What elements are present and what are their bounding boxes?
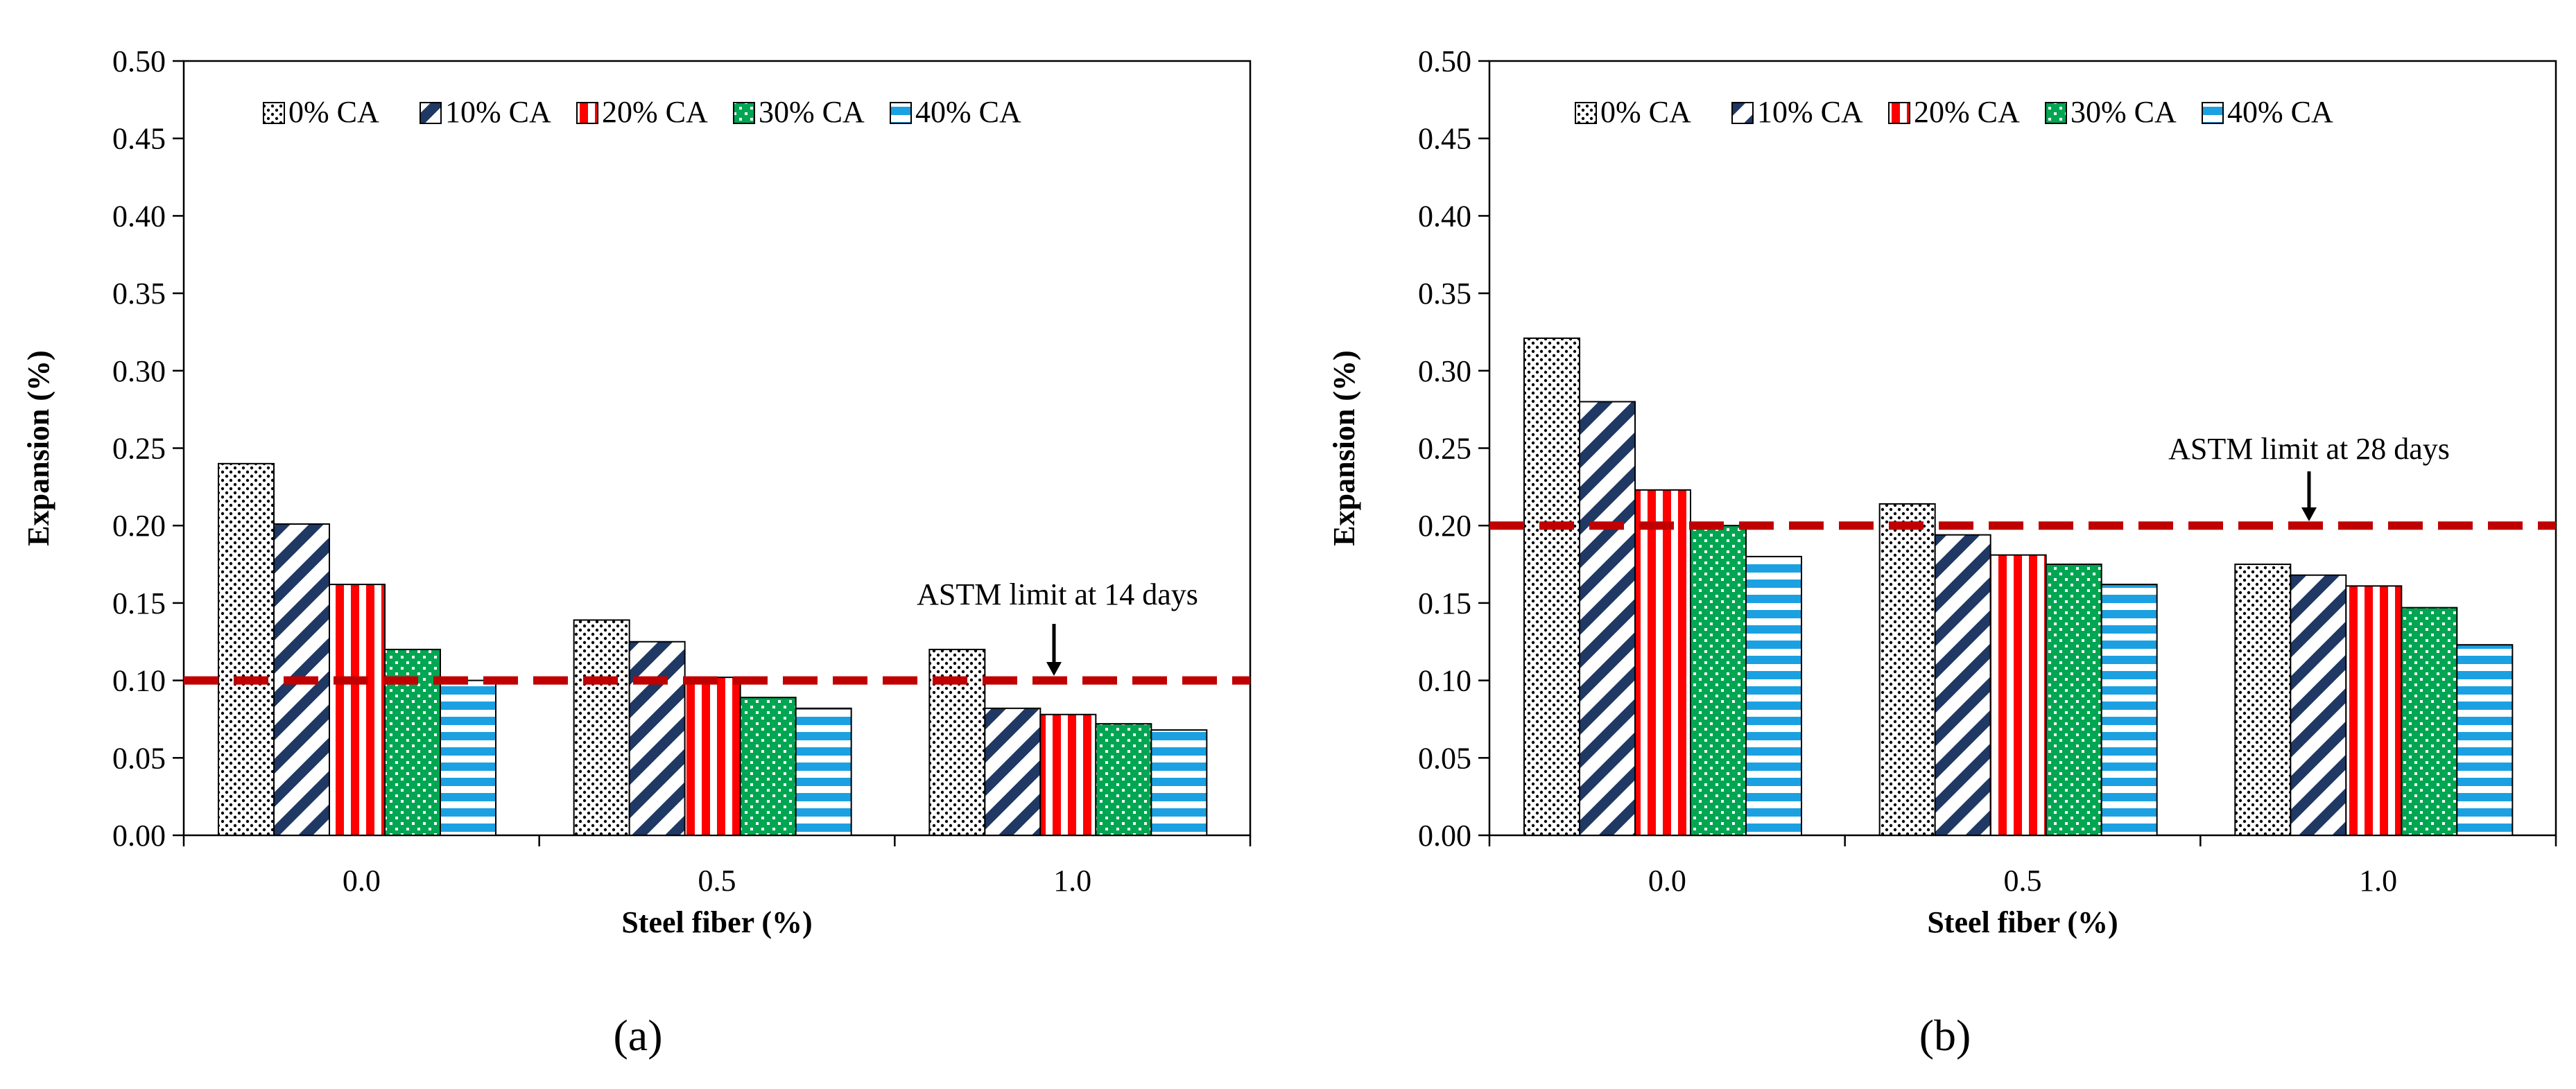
- bar-10pct-ca-0.0: [273, 523, 330, 836]
- arrow-head-icon: [2301, 507, 2317, 521]
- chart-a: 0.00 0.05 0.10 0.15 0.20 0.25 0.30 0.35 0.40 0.45…: [21, 44, 1252, 1060]
- y-tick-label: 0.25: [112, 432, 166, 466]
- legend-swatch-diagonal-stripes-icon: [420, 102, 442, 124]
- legend-label: 0% CA: [288, 95, 379, 129]
- x-tick-label: 0.0: [343, 864, 381, 898]
- legend-label: 10% CA: [1757, 95, 1863, 129]
- y-tick-label: 0.30: [1418, 354, 1471, 388]
- y-axis-title: Expansion (%): [21, 350, 55, 546]
- y-tick-label: 0.50: [1418, 44, 1471, 78]
- bar-40pct-ca-1.0: [1150, 729, 1208, 837]
- x-tick-label: 1.0: [1053, 864, 1091, 898]
- chart-b: 0.00 0.05 0.10 0.15 0.20 0.25 0.30 0.35 0.40 0.45…: [1327, 44, 2557, 1060]
- bar-0pct-ca-0.0: [1523, 337, 1580, 836]
- x-tick-label: 0.5: [698, 864, 736, 898]
- bar-30pct-ca-1.0: [1095, 723, 1152, 836]
- legend-swatch-horizontal-stripes-icon: [2202, 102, 2224, 124]
- legend-label: 40% CA: [915, 95, 1021, 129]
- legend-label: 20% CA: [602, 95, 708, 129]
- bar-30pct-ca-0.5: [2045, 564, 2102, 836]
- legend-label: 30% CA: [2071, 95, 2177, 129]
- bar-0pct-ca-0.0: [218, 462, 275, 836]
- bar-0pct-ca-0.5: [1878, 503, 1936, 836]
- y-tick-label: 0.10: [112, 664, 166, 698]
- y-tick-label: 0.35: [112, 277, 166, 311]
- y-tick-label: 0.00: [1418, 819, 1471, 853]
- arrow-head-icon: [1046, 662, 1062, 676]
- x-axis-title: Steel fiber (%): [621, 905, 812, 939]
- bar-40pct-ca-1.0: [2456, 644, 2514, 837]
- panel-label: (a): [613, 1011, 662, 1060]
- bar-10pct-ca-1.0: [2290, 574, 2347, 836]
- y-tick-label: 0.30: [112, 354, 166, 388]
- y-axis-title: Expansion (%): [1327, 350, 1361, 546]
- y-tick-label: 0.20: [112, 509, 166, 543]
- y-tick-label: 0.00: [112, 819, 166, 853]
- bar-10pct-ca-0.5: [628, 641, 686, 836]
- bar-30pct-ca-1.0: [2401, 607, 2458, 836]
- legend-swatch-horizontal-stripes-icon: [890, 102, 912, 124]
- legend-swatch-dots-icon: [263, 102, 285, 124]
- y-tick-label: 0.10: [1418, 664, 1471, 698]
- legend-swatch-diagonal-stripes-icon: [1731, 102, 1754, 124]
- y-tick-label: 0.45: [112, 122, 166, 156]
- bar-40pct-ca-0.5: [795, 707, 852, 837]
- panel-label: (b): [1919, 1011, 1971, 1060]
- x-tick-label: 0.5: [2004, 864, 2042, 898]
- y-tick-label: 0.05: [112, 741, 166, 775]
- bar-20pct-ca-0.0: [1634, 489, 1691, 836]
- bar-20pct-ca-0.5: [684, 677, 741, 837]
- legend-swatch-vertical-stripes-icon: [1888, 102, 1910, 124]
- legend-label: 40% CA: [2227, 95, 2333, 129]
- legend-label: 20% CA: [1914, 95, 2020, 129]
- bar-20pct-ca-1.0: [2345, 585, 2403, 836]
- bar-20pct-ca-0.5: [1989, 554, 2047, 836]
- astm-limit-label: ASTM limit at 14 days: [917, 577, 1198, 611]
- bar-0pct-ca-1.0: [2234, 564, 2292, 836]
- x-tick-label: 1.0: [2359, 864, 2397, 898]
- legend-swatch-checker-icon: [2045, 102, 2067, 124]
- bar-40pct-ca-0.0: [440, 679, 496, 836]
- y-tick-label: 0.40: [112, 199, 166, 233]
- bar-10pct-ca-0.0: [1579, 401, 1636, 836]
- bar-40pct-ca-0.0: [1745, 555, 1802, 836]
- y-tick-label: 0.35: [1418, 277, 1471, 311]
- bar-20pct-ca-0.0: [329, 584, 386, 836]
- y-tick-label: 0.50: [112, 44, 166, 78]
- legend-swatch-checker-icon: [733, 102, 755, 124]
- y-tick-label: 0.15: [1418, 586, 1471, 620]
- bar-20pct-ca-1.0: [1039, 713, 1097, 837]
- bar-30pct-ca-0.0: [1690, 525, 1747, 836]
- x-axis-title: Steel fiber (%): [1927, 905, 2118, 939]
- legend-label: 30% CA: [759, 95, 865, 129]
- bar-0pct-ca-0.5: [573, 619, 630, 836]
- legend-swatch-vertical-stripes-icon: [576, 102, 598, 124]
- y-tick-label: 0.05: [1418, 741, 1471, 775]
- bar-10pct-ca-1.0: [984, 707, 1041, 837]
- legend-label: 10% CA: [445, 95, 551, 129]
- legend-label: 0% CA: [1600, 95, 1691, 129]
- y-tick-label: 0.15: [112, 586, 166, 620]
- y-tick-label: 0.25: [1418, 432, 1471, 466]
- x-tick-label: 0.0: [1648, 864, 1686, 898]
- astm-limit-label: ASTM limit at 28 days: [2168, 432, 2450, 466]
- bar-30pct-ca-0.5: [739, 697, 797, 837]
- y-tick-label: 0.20: [1418, 509, 1471, 543]
- bar-10pct-ca-0.5: [1934, 534, 1991, 836]
- bar-40pct-ca-0.5: [2100, 584, 2158, 836]
- legend-swatch-dots-icon: [1575, 102, 1597, 124]
- y-tick-label: 0.40: [1418, 199, 1471, 233]
- y-tick-label: 0.45: [1418, 122, 1471, 156]
